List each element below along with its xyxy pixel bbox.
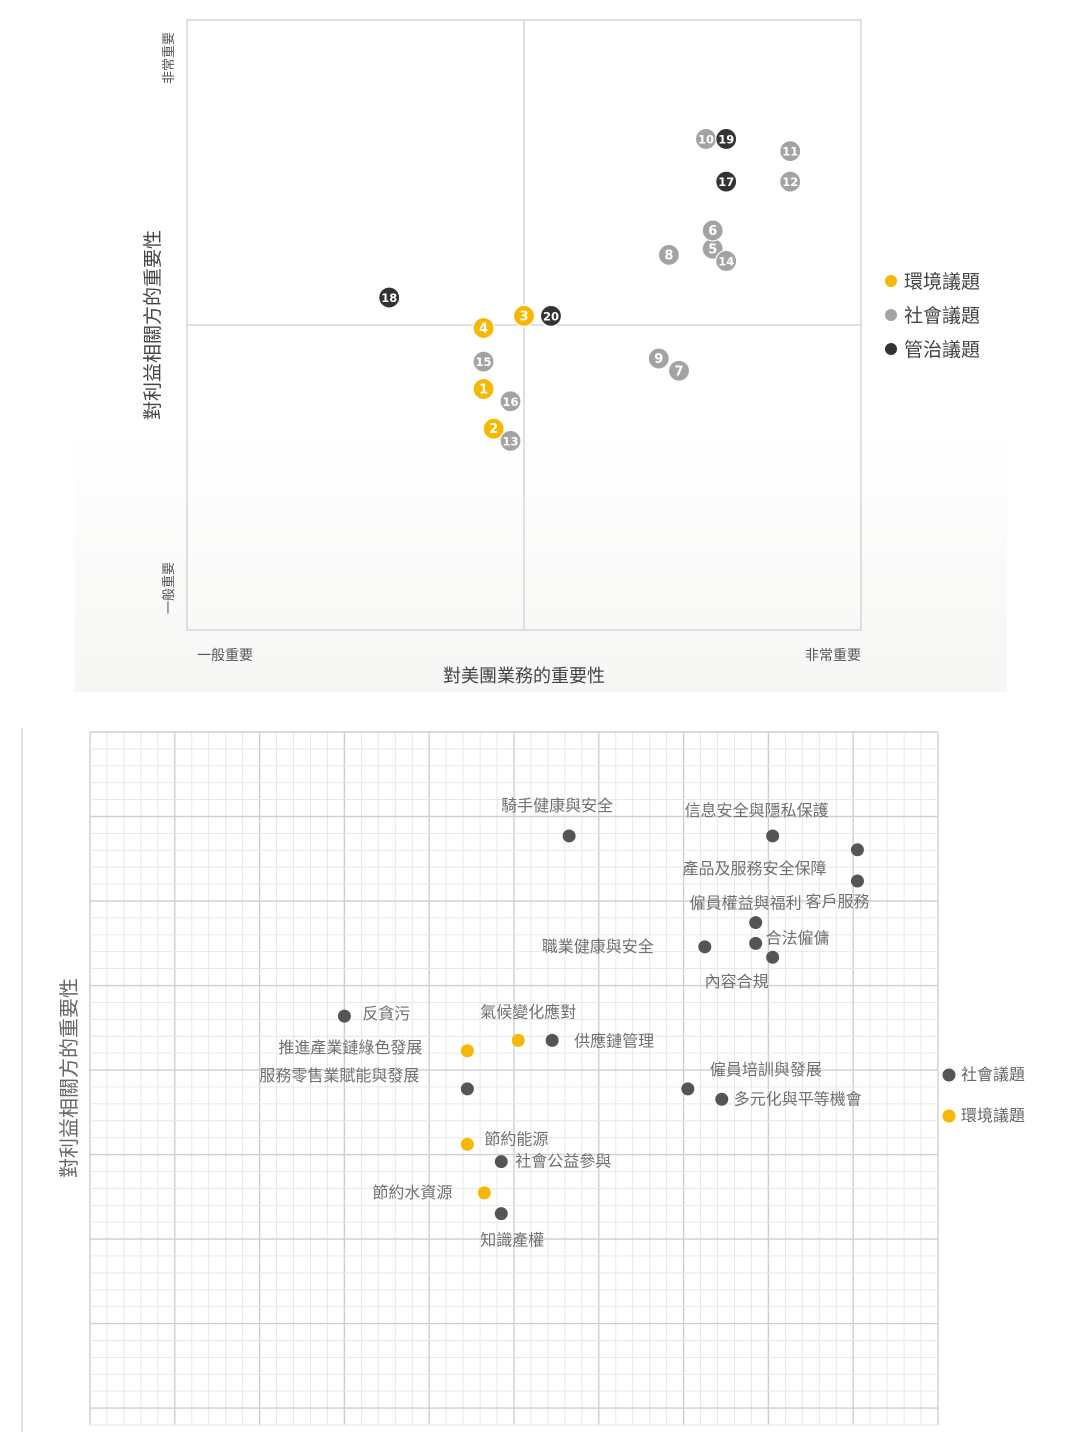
chart-1-legend: 環境議題 社會議題 管治議題	[885, 271, 980, 361]
chart-1-point-label-5: 5	[708, 242, 717, 257]
chart-2-point	[477, 1186, 491, 1200]
chart-2-point	[460, 1137, 474, 1151]
chart-2-legend: 社會議題 環境議題	[942, 1065, 1025, 1125]
chart-2-point	[460, 1044, 474, 1058]
chart-2-point-label: 氣候變化應對	[480, 1002, 576, 1021]
chart-1-point-14	[715, 249, 738, 273]
chart-1-legend-label-governance: 管治議題	[904, 339, 980, 361]
chart-2-point	[511, 1033, 525, 1047]
chart-1-point-label-10: 10	[698, 132, 714, 146]
chart-1-point-9	[647, 347, 670, 370]
chart-1-point-label-19: 19	[718, 132, 734, 146]
chart-1-point-label-18: 18	[381, 291, 397, 305]
chart-1-point-11	[779, 140, 802, 163]
chart-1-point-label-20: 20	[543, 309, 559, 323]
chart-1-point-label-2: 2	[489, 422, 498, 437]
chart-2-y-axis-title: 對利益相關方的重要性	[57, 978, 81, 1178]
chart-2-point	[460, 1082, 474, 1096]
chart-1-point-label-12: 12	[782, 175, 798, 189]
chart-2-legend-marker-environment	[942, 1109, 956, 1123]
chart-1-legend-marker-governance	[885, 343, 897, 355]
chart-2-point	[749, 936, 763, 950]
chart-2-point	[698, 940, 712, 954]
chart-1-legend-label-environment: 環境議題	[904, 271, 980, 293]
chart-1-point-label-3: 3	[519, 309, 528, 324]
chart-2-legend-label-social: 社會議題	[961, 1065, 1025, 1084]
chart-1-point-label-17: 17	[718, 175, 734, 189]
chart-1-point-3	[512, 304, 536, 327]
chart-2-point-label: 僱員培訓與發展	[710, 1060, 822, 1079]
chart-1-y-high-label: 非常重要	[161, 32, 177, 84]
chart-2-point-label: 社會公益參與	[515, 1152, 611, 1171]
chart-2-point-label: 合法僱傭	[766, 928, 830, 947]
chart-2-legend-label-environment: 環境議題	[961, 1106, 1025, 1125]
chart-2-point-label: 節約水資源	[372, 1183, 452, 1202]
chart-2-point-label: 產品及服務安全保障	[682, 859, 826, 878]
chart-2-point-label: 多元化與平等機會	[734, 1089, 862, 1108]
chart-1-point-label-11: 11	[782, 145, 798, 159]
chart-2-point	[766, 829, 780, 843]
chart-2-point	[494, 1207, 508, 1221]
chart-1-point-label-6: 6	[708, 224, 717, 239]
chart-2-point-label: 客戶服務	[805, 892, 869, 911]
chart-2-svg: 騎手健康與安全 信息安全與隱私保護產品及服務安全保障客戶服務僱員權益與福利合法僱傭…	[21, 728, 1025, 1432]
chart-1-point-label-1: 1	[479, 383, 488, 398]
chart-2-legend-marker-social	[942, 1068, 956, 1082]
chart-1-y-low-label: 一般重要	[161, 562, 177, 614]
chart-2-point	[562, 829, 576, 843]
chart-2-point	[681, 1082, 695, 1096]
chart-1-point-8	[657, 243, 681, 266]
chart-1-point-13	[499, 429, 522, 452]
chart-1-point-label-7: 7	[674, 364, 683, 379]
chart-2-point	[715, 1092, 729, 1106]
chart-2-point	[545, 1033, 559, 1047]
chart-1-point-1	[472, 377, 495, 401]
chart-1-x-high-label: 非常重要	[805, 648, 861, 664]
materiality-matrix-chart-1: 1 2 3 4 5 6 7 8 9 10 11 12 13 14 15 16 17 18 19 20 非常重要 一般重…	[75, 0, 1007, 692]
materiality-matrix-chart-2: 騎手健康與安全 信息安全與隱私保護 產品及服務安全保障客戶服務 僱員權益與福利合法僱傭…	[20, 720, 1060, 1435]
chart-1-point-label-4: 4	[479, 322, 488, 337]
chart-1-point-15	[472, 350, 495, 373]
chart-1-point-12	[779, 170, 802, 193]
chart-1-x-low-label: 一般重要	[197, 648, 253, 664]
chart-2-point-label: 供應鏈管理	[574, 1031, 654, 1050]
chart-1-point-label-16: 16	[503, 395, 519, 409]
chart-2-point-label: 信息安全與隱私保護	[685, 801, 829, 820]
chart-2-point-label: 知識產權	[480, 1231, 544, 1250]
chart-1-legend-marker-social	[885, 309, 897, 321]
chart-2-point	[850, 874, 864, 888]
chart-1-point-label-15: 15	[476, 355, 492, 369]
chart-2-point-label: 節約能源	[484, 1129, 548, 1148]
chart-1-point-19	[715, 127, 738, 151]
chart-1-point-label-14: 14	[718, 254, 734, 268]
chart-2-point	[337, 1009, 351, 1023]
chart-2-point-label: 推進產業鏈綠色發展	[278, 1038, 422, 1057]
chart-1-point-16	[499, 390, 522, 413]
chart-1-point-label-9: 9	[654, 352, 663, 367]
chart-2-point	[766, 950, 780, 964]
chart-1-legend-label-social: 社會議題	[904, 305, 980, 327]
chart-1-point-2	[482, 417, 505, 440]
chart-1-point-20	[539, 304, 563, 327]
chart-2-point	[494, 1155, 508, 1169]
chart-2-point-label: 僱員權益與福利	[690, 894, 802, 913]
chart-1-point-18	[378, 286, 401, 309]
chart-1-point-label-13: 13	[503, 434, 519, 448]
chart-1-point-7	[667, 359, 691, 382]
chart-1-point-4	[472, 316, 495, 340]
chart-1-point-6	[701, 219, 724, 242]
chart-1-y-axis-title: 對利益相關方的重要性	[142, 230, 164, 420]
chart-2-point-label: 騎手健康與安全	[501, 796, 613, 815]
chart-1-x-axis-title: 對美團業務的重要性	[443, 666, 605, 687]
chart-1-point-label-8: 8	[664, 248, 673, 263]
chart-2-point-label: 反貪污	[362, 1004, 410, 1023]
chart-2-point	[749, 916, 763, 930]
chart-1-point-17	[715, 170, 738, 193]
chart-2-point	[850, 843, 864, 857]
chart-1-legend-marker-environment	[885, 275, 897, 287]
chart-2-point-label: 內容合規	[705, 972, 769, 991]
chart-2-point-label: 服務零售業賦能與發展	[259, 1066, 419, 1085]
chart-2-point-label: 職業健康與安全	[542, 937, 654, 956]
